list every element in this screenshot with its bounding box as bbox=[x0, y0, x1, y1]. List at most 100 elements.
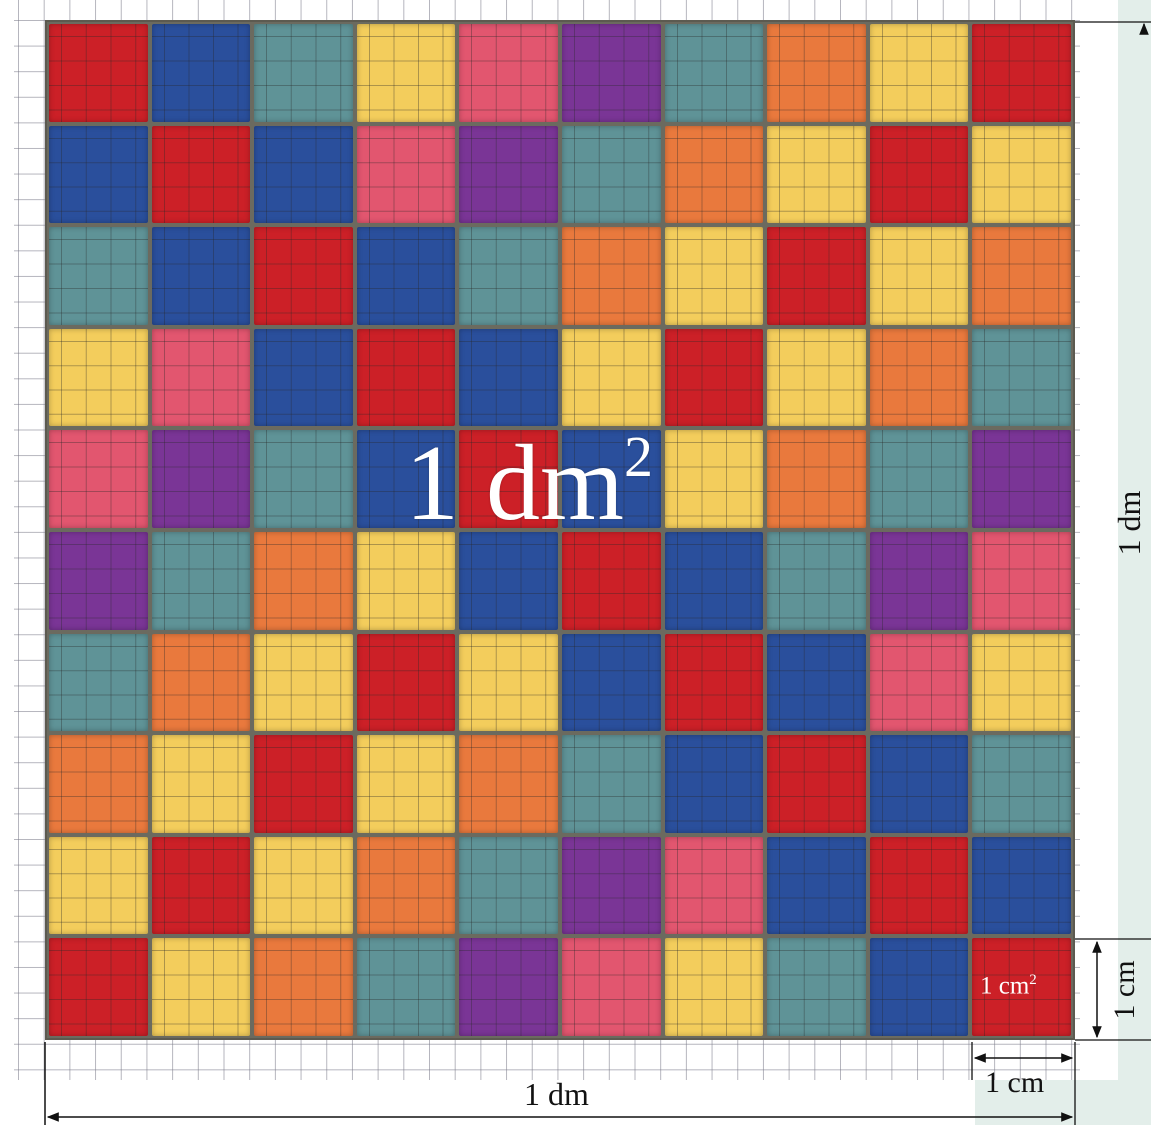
tile-r3-c10 bbox=[972, 227, 1071, 325]
tile-r3-c2 bbox=[151, 227, 251, 325]
tile-r8-c9 bbox=[869, 735, 969, 833]
tile-r8-c10 bbox=[972, 735, 1071, 833]
tile-r8-c2 bbox=[151, 735, 251, 833]
tile-r9-c7 bbox=[664, 836, 764, 935]
tile-r4-c8 bbox=[767, 328, 866, 427]
tile-r7-c7 bbox=[664, 633, 764, 732]
tile-r5-c3 bbox=[254, 430, 353, 528]
tile-r1-c1 bbox=[49, 24, 148, 122]
tile-r2-c3 bbox=[254, 125, 353, 224]
tile-r3-c7 bbox=[664, 227, 764, 325]
tile-r5-c4 bbox=[356, 430, 456, 528]
area-label-dm2-text: 1 dm bbox=[405, 424, 625, 543]
cell-length-label-right: 1 cm bbox=[1108, 960, 1141, 1020]
tile-r1-c6 bbox=[561, 24, 661, 122]
height-dimension-line bbox=[1075, 21, 1151, 35]
tile-r6-c10 bbox=[972, 531, 1071, 630]
tile-r7-c3 bbox=[254, 633, 353, 732]
tile-r6-c5 bbox=[459, 531, 558, 630]
tile-r3-c9 bbox=[869, 227, 969, 325]
tile-r2-c8 bbox=[767, 125, 866, 224]
area-label-dm2-exponent: 2 bbox=[624, 424, 654, 489]
width-dimension-line bbox=[44, 1042, 1074, 1125]
tile-r3-c5 bbox=[459, 227, 558, 325]
tile-r8-c6 bbox=[561, 735, 661, 833]
tile-r10-c1 bbox=[49, 938, 148, 1036]
area-label-dm2: 1 dm2 bbox=[405, 428, 653, 538]
tile-r10-c10 bbox=[972, 938, 1071, 1036]
tile-r7-c8 bbox=[767, 633, 866, 732]
tile-r2-c10 bbox=[972, 125, 1071, 224]
tile-r5-c6 bbox=[561, 430, 661, 528]
cell-height-dimension-line bbox=[1075, 938, 1151, 1041]
tile-r6-c8 bbox=[767, 531, 866, 630]
tile-r5-c10 bbox=[972, 430, 1071, 528]
tile-r2-c9 bbox=[869, 125, 969, 224]
tile-r3-c3 bbox=[254, 227, 353, 325]
tile-r7-c2 bbox=[151, 633, 251, 732]
tile-r1-c7 bbox=[664, 24, 764, 122]
tile-r2-c2 bbox=[151, 125, 251, 224]
tile-r8-c7 bbox=[664, 735, 764, 833]
tile-r4-c7 bbox=[664, 328, 764, 427]
tile-r2-c1 bbox=[49, 125, 148, 224]
tile-r5-c8 bbox=[767, 430, 866, 528]
cell-length-label-bottom: 1 cm bbox=[985, 1066, 1045, 1099]
tile-r10-c7 bbox=[664, 938, 764, 1036]
tile-r4-c10 bbox=[972, 328, 1071, 427]
tile-r3-c6 bbox=[561, 227, 661, 325]
tile-r1-c3 bbox=[254, 24, 353, 122]
side-length-label-bottom: 1 dm bbox=[524, 1076, 589, 1112]
tile-r1-c4 bbox=[356, 24, 456, 122]
tile-r7-c6 bbox=[561, 633, 661, 732]
tile-r8-c1 bbox=[49, 735, 148, 833]
tile-r4-c1 bbox=[49, 328, 148, 427]
tile-r1-c2 bbox=[151, 24, 251, 122]
tile-r10-c3 bbox=[254, 938, 353, 1036]
tile-r4-c5 bbox=[459, 328, 558, 427]
side-length-label-right: 1 dm bbox=[1111, 490, 1147, 556]
tile-r3-c4 bbox=[356, 227, 456, 325]
tile-r10-c5 bbox=[459, 938, 558, 1036]
tile-r8-c3 bbox=[254, 735, 353, 833]
tile-r5-c5 bbox=[459, 430, 558, 528]
tile-r7-c9 bbox=[869, 633, 969, 732]
tile-r5-c2 bbox=[151, 430, 251, 528]
tile-r7-c1 bbox=[49, 633, 148, 732]
tile-r9-c1 bbox=[49, 836, 148, 935]
tile-r5-c7 bbox=[664, 430, 764, 528]
tile-r6-c2 bbox=[151, 531, 251, 630]
tile-r4-c4 bbox=[356, 328, 456, 427]
tile-r9-c9 bbox=[869, 836, 969, 935]
square-decimeter-board bbox=[45, 20, 1075, 1040]
tile-r9-c10 bbox=[972, 836, 1071, 935]
area-label-cm2-exponent: 2 bbox=[1029, 972, 1037, 988]
tile-r9-c2 bbox=[151, 836, 251, 935]
tile-r10-c8 bbox=[767, 938, 866, 1036]
tile-r9-c3 bbox=[254, 836, 353, 935]
tile-r7-c5 bbox=[459, 633, 558, 732]
tile-r10-c6 bbox=[561, 938, 661, 1036]
tile-r8-c4 bbox=[356, 735, 456, 833]
tile-r4-c3 bbox=[254, 328, 353, 427]
tile-r5-c1 bbox=[49, 430, 148, 528]
tile-r2-c4 bbox=[356, 125, 456, 224]
tile-r10-c9 bbox=[869, 938, 969, 1036]
area-label-cm2: 1 cm2 bbox=[980, 972, 1037, 999]
tile-r9-c4 bbox=[356, 836, 456, 935]
tile-r3-c1 bbox=[49, 227, 148, 325]
tile-r10-c2 bbox=[151, 938, 251, 1036]
tile-r2-c6 bbox=[561, 125, 661, 224]
tile-r7-c10 bbox=[972, 633, 1071, 732]
tile-r3-c8 bbox=[767, 227, 866, 325]
tile-r1-c9 bbox=[869, 24, 969, 122]
tile-r8-c8 bbox=[767, 735, 866, 833]
tile-r2-c7 bbox=[664, 125, 764, 224]
tile-r6-c6 bbox=[561, 531, 661, 630]
tile-r6-c4 bbox=[356, 531, 456, 630]
tile-r6-c1 bbox=[49, 531, 148, 630]
tile-r10-c4 bbox=[356, 938, 456, 1036]
tile-r9-c8 bbox=[767, 836, 866, 935]
tile-r4-c6 bbox=[561, 328, 661, 427]
tile-r4-c2 bbox=[151, 328, 251, 427]
